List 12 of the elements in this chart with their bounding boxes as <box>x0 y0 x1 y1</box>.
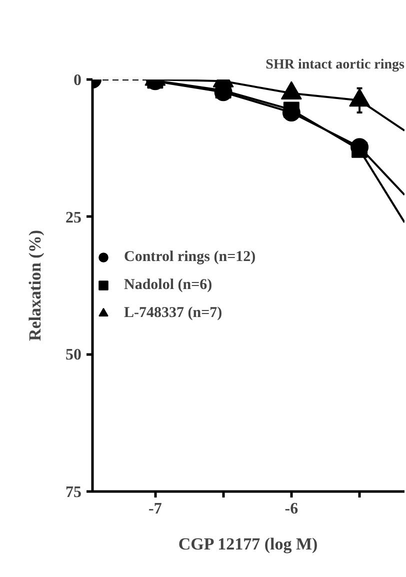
x-axis-title: CGP 12177 (log M) <box>178 534 318 554</box>
y-tick-label: 25 <box>66 209 82 226</box>
legend-label: L-748337 (n=7) <box>124 304 222 322</box>
y-tick-label: 50 <box>66 346 82 364</box>
legend-label: Control rings (n=12) <box>124 248 256 266</box>
x-tick-label: -6 <box>284 500 298 518</box>
x-tick-label: -7 <box>148 500 162 518</box>
y-axis-title: Relaxation (%) <box>26 230 44 341</box>
y-tick-label: 0 <box>74 72 82 89</box>
legend-label: Nadolol (n=6) <box>124 276 212 294</box>
y-tick-label: 75 <box>66 484 82 501</box>
chart-title: SHR intact aortic rings <box>266 58 406 72</box>
